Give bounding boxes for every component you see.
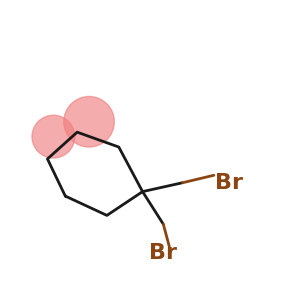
Circle shape bbox=[32, 115, 75, 158]
Text: Br: Br bbox=[149, 243, 177, 263]
Text: Br: Br bbox=[215, 173, 243, 193]
Circle shape bbox=[64, 97, 114, 147]
